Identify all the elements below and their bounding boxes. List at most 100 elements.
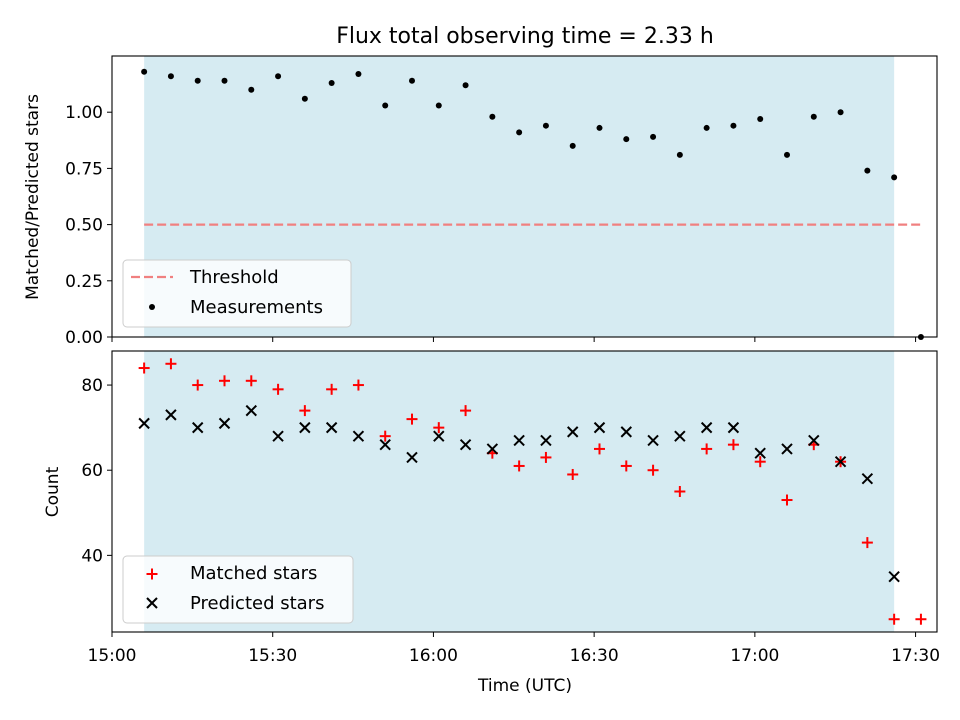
cross-stroke-b [781, 443, 793, 455]
cross-stroke-b [138, 417, 150, 430]
cross-stroke-b [325, 421, 338, 434]
predicted-star-point [754, 447, 766, 459]
ratio-y-tick-label: 0.50 [65, 216, 103, 236]
cross-stroke-b [433, 430, 445, 442]
cross-stroke-b [299, 421, 311, 434]
predicted-star-point [406, 451, 418, 464]
legend-matched-label: Matched stars [190, 563, 317, 584]
cross-stroke-b [620, 426, 632, 438]
matched-star-point [352, 379, 364, 391]
ratio-legend: Threshold Measurements [122, 259, 352, 328]
cross-stroke-b [146, 597, 158, 609]
predicted-star-point [299, 421, 311, 434]
cross-stroke-b [808, 434, 820, 447]
measurement-point [810, 113, 817, 120]
ratio-y-tick-label: 0.25 [65, 272, 103, 292]
predicted-star-point [513, 434, 525, 447]
measurement-point [569, 142, 576, 149]
matched-star-point [888, 613, 900, 625]
predicted-star-point [218, 417, 231, 430]
predicted-star-point [165, 409, 177, 421]
cross-stroke-b [486, 443, 499, 455]
ratio-plot-frame [111, 55, 938, 338]
measurement-point [462, 82, 469, 89]
predicted-star-point [647, 434, 659, 447]
count-y-tick-label: 60 [81, 461, 103, 481]
matched-star-point [781, 494, 793, 506]
predicted-star-point [727, 421, 740, 434]
cross-stroke-b [861, 473, 874, 485]
matched-star-point [406, 413, 418, 425]
measurement-point [382, 102, 389, 109]
predicted-star-point [325, 421, 338, 434]
ratio-plot-area: 0.00 0.25 0.50 0.75 1.00 Threshold Measurement… [65, 55, 938, 348]
measurement-point [516, 129, 523, 136]
cross-stroke-b [754, 447, 766, 459]
count-panel: 40 60 80 15:00 15:30 16:00 16:30 17:00 17:30 Matc… [43, 350, 940, 696]
predicted-star-point [888, 570, 900, 583]
cross-stroke-b [352, 430, 365, 442]
matched-star-point [460, 405, 472, 417]
legend-threshold-label: Threshold [189, 267, 279, 288]
predicted-star-point [620, 426, 632, 438]
measurement-point [757, 115, 764, 122]
legend-matched-swatch [146, 568, 158, 580]
predicted-star-point [808, 434, 820, 447]
measurement-point [703, 124, 710, 131]
predicted-star-point [567, 426, 579, 438]
matched-star-point [567, 468, 579, 480]
matched-star-point [915, 613, 927, 625]
measurement-point [542, 122, 549, 129]
cross-stroke-b [272, 430, 284, 442]
cross-stroke-b [406, 451, 418, 464]
measurement-point [275, 73, 282, 80]
cross-stroke-b [593, 421, 606, 434]
predicted-star-point [540, 434, 552, 447]
predicted-star-point [781, 443, 793, 455]
measurement-point [891, 174, 898, 181]
predicted-star-point [834, 455, 847, 468]
ratio-y-axis-label: Matched/Predicted stars [23, 94, 43, 300]
measurement-point [676, 151, 683, 158]
cross-stroke-b [459, 438, 472, 451]
measurement-point [623, 136, 630, 143]
cross-stroke-b [192, 421, 204, 434]
cross-stroke-b [165, 409, 177, 421]
predicted-star-point [861, 473, 874, 485]
matched-star-point [620, 460, 632, 472]
measurement-point [167, 73, 174, 80]
measurement-point [650, 133, 657, 140]
cross-stroke-b [647, 434, 659, 447]
predicted-star-point [700, 421, 713, 434]
x-tick-label: 15:00 [88, 646, 137, 666]
measurement-point [194, 77, 201, 84]
cross-stroke-b [245, 404, 257, 417]
matched-star-point [674, 486, 686, 497]
measurement-point [596, 124, 603, 131]
legend-predicted-swatch [146, 597, 158, 609]
predicted-star-point [272, 430, 284, 442]
matched-star-point [192, 379, 204, 391]
matched-star-point [754, 456, 766, 468]
matched-star-point [379, 430, 391, 442]
x-tick-label: 15:30 [248, 646, 297, 666]
predicted-star-point [245, 404, 257, 417]
ratio-legend-box [122, 259, 352, 328]
x-tick-label: 17:00 [730, 646, 779, 666]
measurement-point [221, 77, 228, 84]
count-y-tick-label: 80 [81, 376, 103, 396]
x-tick-label: 16:00 [409, 646, 458, 666]
measurement-point [409, 77, 415, 84]
matched-star-point [272, 383, 284, 395]
ratio-panel: Flux total observing time = 2.33 h 0.000… [23, 24, 938, 348]
measurement-point [837, 109, 844, 116]
predicted-star-point [593, 421, 606, 434]
cross-stroke-b [888, 570, 900, 583]
measurement-point [248, 86, 255, 93]
predicted-star-point [486, 443, 499, 455]
predicted-star-point [352, 430, 365, 442]
count-y-tick-label: 40 [81, 546, 103, 566]
ratio-y-tick-label: 1.00 [65, 103, 103, 123]
predicted-star-point [674, 430, 686, 442]
